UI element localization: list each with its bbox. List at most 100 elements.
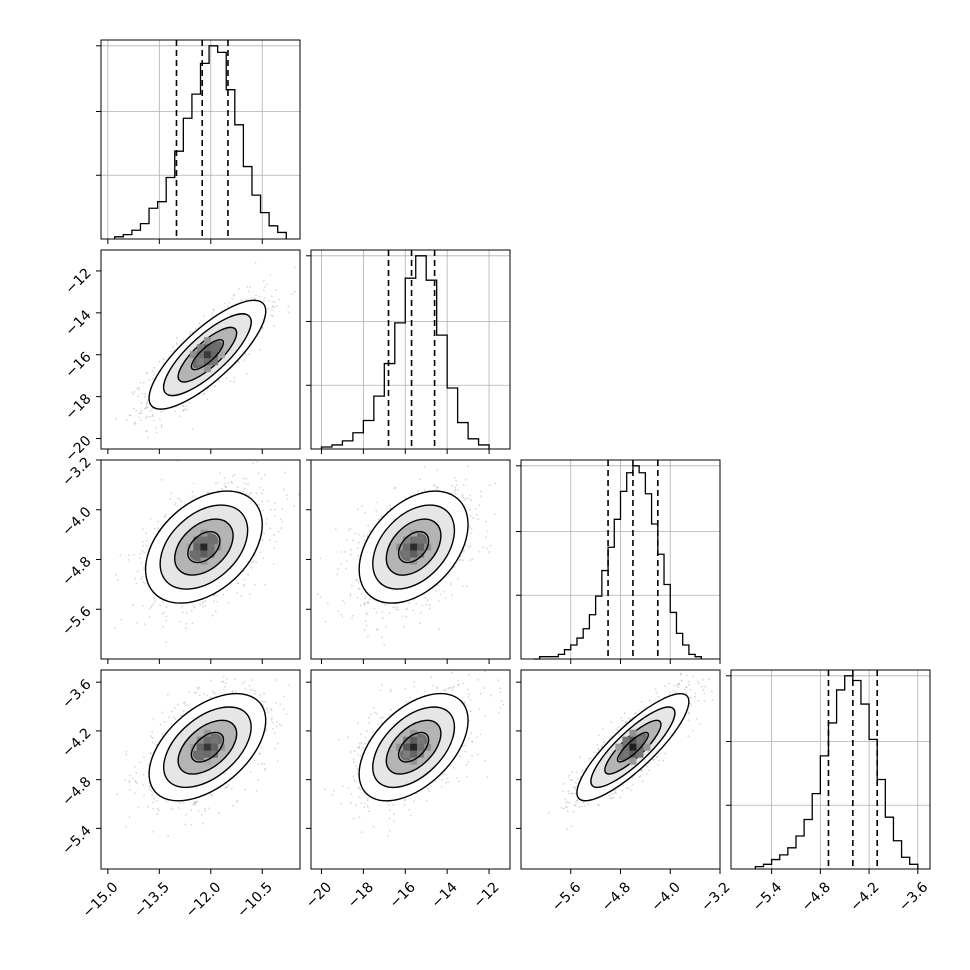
scatter-point: [494, 482, 497, 485]
scatter-point: [152, 801, 155, 804]
scatter-point: [354, 532, 357, 535]
scatter-point: [336, 573, 339, 576]
scatter-point: [478, 551, 481, 553]
scatter-point: [202, 822, 205, 825]
scatter-point: [406, 608, 408, 611]
scatter-point: [143, 395, 146, 398]
scatter-point: [364, 620, 367, 622]
scatter-point: [486, 530, 489, 533]
scatter-point: [185, 627, 187, 630]
scatter-point: [141, 550, 144, 553]
scatter-point: [319, 596, 322, 599]
scatter-point: [204, 600, 207, 603]
scatter-point: [326, 602, 329, 605]
scatter-point: [442, 590, 445, 593]
scatter-point: [465, 478, 467, 481]
scatter-point: [163, 516, 166, 518]
scatter-point: [369, 529, 372, 532]
scatter-point: [367, 524, 369, 527]
scatter-point: [125, 753, 128, 756]
scatter-point: [402, 626, 405, 628]
scatter-point: [324, 620, 327, 623]
scatter-point: [160, 424, 163, 426]
scatter-point: [179, 415, 182, 418]
scatter-point: [173, 716, 175, 719]
scatter-point: [171, 345, 174, 348]
density-cell: [207, 543, 215, 551]
scatter-point: [214, 385, 217, 388]
density-cell: [207, 536, 215, 544]
scatter-point: [218, 812, 220, 815]
scatter-point: [467, 546, 470, 548]
density-cell: [203, 337, 211, 345]
scatter-point: [271, 306, 274, 308]
scatter-point: [116, 579, 119, 582]
scatter-point: [188, 333, 191, 335]
scatter-point: [119, 554, 122, 557]
scatter-point: [133, 422, 136, 425]
scatter-point: [141, 576, 144, 578]
scatter-point: [471, 558, 474, 561]
scatter-point: [224, 685, 226, 688]
scatter-point: [233, 473, 236, 476]
scatter-point: [367, 601, 370, 604]
scatter-point: [151, 370, 154, 372]
scatter-point: [238, 288, 240, 290]
scatter-point: [143, 381, 145, 384]
scatter-point: [342, 599, 344, 602]
scatter-point: [294, 266, 296, 269]
scatter-point: [134, 391, 137, 393]
scatter-point: [236, 592, 239, 594]
scatter-point: [170, 492, 173, 494]
scatter-point: [247, 483, 249, 486]
scatter-point: [345, 539, 348, 542]
scatter-point: [160, 425, 163, 428]
scatter-point: [163, 515, 166, 518]
scatter-point: [272, 315, 274, 318]
scatter-point: [159, 418, 161, 421]
scatter-point: [214, 610, 217, 613]
scatter-point: [139, 419, 142, 422]
scatter-point: [135, 782, 138, 785]
scatter-point: [276, 305, 278, 307]
scatter-point: [156, 527, 159, 530]
panel-contents: [115, 261, 300, 439]
scatter-point: [146, 372, 149, 374]
scatter-point: [356, 508, 359, 510]
scatter-point: [249, 770, 252, 773]
panel-frame: [100, 249, 301, 450]
density-cell: [210, 351, 218, 359]
scatter-point: [280, 527, 283, 530]
scatter-point: [417, 490, 420, 492]
histogram-step-3: [754, 675, 919, 869]
scatter-point: [192, 495, 195, 498]
scatter-point: [198, 322, 201, 325]
scatter-point: [262, 509, 264, 512]
scatter-point: [209, 696, 212, 699]
scatter-point: [182, 405, 185, 407]
scatter-point: [343, 602, 346, 605]
scatter-point: [436, 486, 438, 489]
scatter-point: [276, 721, 278, 723]
scatter-point: [319, 557, 322, 560]
scatter-point: [148, 616, 151, 618]
scatter-point: [174, 503, 177, 506]
scatter-point: [393, 487, 396, 490]
scatter-point: [425, 603, 428, 606]
scatter-point: [375, 611, 378, 614]
scatter-point: [388, 612, 391, 615]
scatter-point: [115, 418, 118, 420]
scatter-point: [274, 509, 276, 511]
scatter-point: [261, 538, 264, 541]
scatter-point: [317, 593, 319, 595]
scatter-point: [225, 485, 227, 488]
density-cell: [196, 344, 204, 352]
scatter-point: [467, 465, 469, 467]
scatter-point: [273, 547, 275, 550]
scatter-point: [345, 567, 347, 570]
scatter-point: [286, 494, 288, 496]
scatter-point: [218, 379, 220, 382]
scatter-point: [184, 701, 187, 704]
scatter-point: [380, 515, 383, 518]
scatter-point: [367, 602, 369, 604]
